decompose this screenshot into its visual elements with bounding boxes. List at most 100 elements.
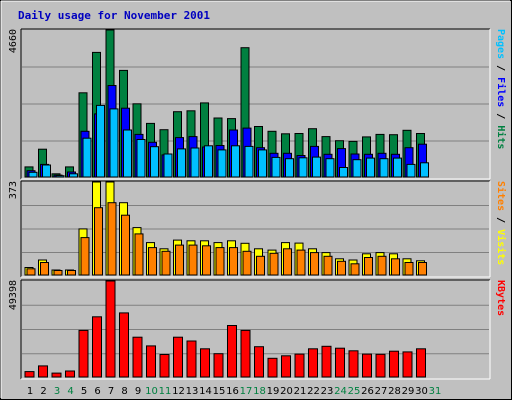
kbytes-bar bbox=[362, 353, 372, 378]
sites-bar bbox=[94, 207, 103, 276]
x-tick-label: 31 bbox=[429, 386, 442, 397]
x-tick-label: 9 bbox=[135, 386, 141, 397]
pages-bar bbox=[204, 145, 213, 178]
sites-bar bbox=[202, 245, 211, 276]
kbytes-bar bbox=[389, 350, 399, 378]
x-tick-label: 19 bbox=[267, 386, 280, 397]
sites-bar bbox=[377, 255, 387, 276]
x-tick-label: 23 bbox=[321, 386, 334, 397]
x-tick-label: 5 bbox=[81, 386, 87, 397]
x-tick-label: 15 bbox=[213, 386, 226, 397]
kbytes-bar bbox=[294, 353, 305, 378]
kbytes-bar bbox=[51, 372, 62, 378]
sites-bar bbox=[323, 255, 333, 276]
series-label-part: Sites bbox=[495, 181, 507, 211]
sites-bar bbox=[40, 262, 49, 276]
panel-series-label: Sites / Visits bbox=[495, 181, 507, 265]
sites-bar bbox=[80, 237, 90, 276]
kbytes-bar bbox=[105, 280, 116, 378]
x-tick-label: 21 bbox=[294, 386, 307, 397]
kbytes-bar bbox=[132, 336, 143, 378]
kbytes-bar bbox=[65, 370, 75, 378]
x-tick-label: 20 bbox=[280, 386, 293, 397]
panel-3: 49398 KBytes bbox=[8, 279, 506, 380]
kbytes-bar bbox=[335, 347, 345, 378]
sites-bar bbox=[215, 247, 225, 276]
panel-1: 4660 Pages / Files / Hits bbox=[8, 28, 507, 180]
pages-bar bbox=[69, 173, 78, 178]
sites-bar bbox=[404, 262, 414, 276]
x-tick-label: 4 bbox=[67, 386, 73, 397]
pages-bar bbox=[366, 157, 375, 178]
sites-bar bbox=[391, 258, 400, 276]
sites-bar bbox=[364, 257, 373, 276]
x-tick-label: 11 bbox=[159, 386, 172, 397]
kbytes-bar bbox=[186, 340, 197, 378]
pages-bar bbox=[136, 139, 146, 178]
x-tick-label: 29 bbox=[402, 386, 415, 397]
sites-bar bbox=[148, 247, 157, 276]
sites-bar bbox=[418, 262, 427, 276]
sites-bar bbox=[310, 252, 319, 276]
kbytes-bar bbox=[375, 353, 386, 378]
pages-bar bbox=[393, 157, 402, 178]
chart-panels: 4660 Pages / Files / Hits 373 Sites / Visit… bbox=[8, 28, 507, 380]
pages-bar bbox=[271, 156, 281, 178]
series-label-part: KBytes bbox=[495, 280, 506, 316]
sites-bar bbox=[188, 244, 198, 276]
kbytes-bar bbox=[119, 312, 129, 378]
kbytes-bar bbox=[78, 329, 89, 378]
kbytes-bar bbox=[200, 348, 210, 378]
sites-bar bbox=[337, 260, 346, 276]
kbytes-bar bbox=[24, 371, 35, 378]
kbytes-bar bbox=[92, 316, 102, 378]
kbytes-bar bbox=[38, 365, 48, 378]
sites-bar bbox=[161, 250, 171, 276]
chart-title: Daily usage for November 2001 bbox=[18, 9, 210, 22]
sites-bar bbox=[175, 244, 184, 276]
series-label-part: / bbox=[495, 59, 506, 77]
kbytes-bar bbox=[281, 355, 291, 378]
kbytes-bar bbox=[267, 357, 278, 378]
series-label-part: / bbox=[495, 211, 506, 229]
kbytes-bar bbox=[146, 345, 156, 378]
sites-bar bbox=[256, 255, 265, 276]
x-tick-label: 27 bbox=[375, 386, 388, 397]
pages-bar bbox=[312, 156, 321, 178]
pages-bar bbox=[163, 153, 173, 178]
series-label-part: Pages bbox=[495, 29, 506, 59]
pages-bar bbox=[258, 149, 267, 178]
kbytes-bar bbox=[321, 345, 332, 378]
kbytes-bar bbox=[227, 325, 237, 378]
pages-bar bbox=[96, 104, 105, 178]
x-tick-label: 30 bbox=[415, 386, 428, 397]
pages-bar bbox=[109, 108, 119, 178]
x-tick-label: 28 bbox=[388, 386, 401, 397]
pages-bar bbox=[352, 159, 362, 178]
pages-bar bbox=[55, 175, 65, 178]
sites-bar bbox=[53, 270, 63, 276]
x-tick-label: 8 bbox=[121, 386, 127, 397]
x-tick-label: 16 bbox=[226, 386, 239, 397]
sites-bar bbox=[283, 248, 292, 276]
pages-bar bbox=[177, 148, 186, 178]
panel-max-label: 4660 bbox=[8, 29, 19, 53]
pages-bar bbox=[28, 171, 38, 178]
panel-max-label: 49398 bbox=[8, 280, 19, 310]
x-tick-label: 24 bbox=[334, 386, 347, 397]
kbytes-bar bbox=[240, 329, 251, 378]
pages-bar bbox=[123, 129, 132, 178]
sites-bar bbox=[107, 202, 117, 276]
kbytes-bar bbox=[159, 354, 170, 378]
pages-bar bbox=[406, 163, 416, 178]
pages-bar bbox=[244, 145, 254, 178]
x-tick-label: 13 bbox=[186, 386, 199, 397]
sites-bar bbox=[67, 270, 76, 276]
pages-bar bbox=[339, 167, 348, 178]
sites-bar bbox=[121, 214, 130, 276]
x-axis-day-labels: 1 2 3 4 5 6 7 8 9 10 11 12 13 14 15 16 17 18 19 20 21 22 23 24 2… bbox=[27, 386, 442, 397]
series-label-part: / bbox=[495, 107, 506, 125]
series-label-part: Files bbox=[495, 77, 507, 107]
sites-bar bbox=[350, 263, 360, 276]
sites-bar bbox=[26, 268, 36, 276]
